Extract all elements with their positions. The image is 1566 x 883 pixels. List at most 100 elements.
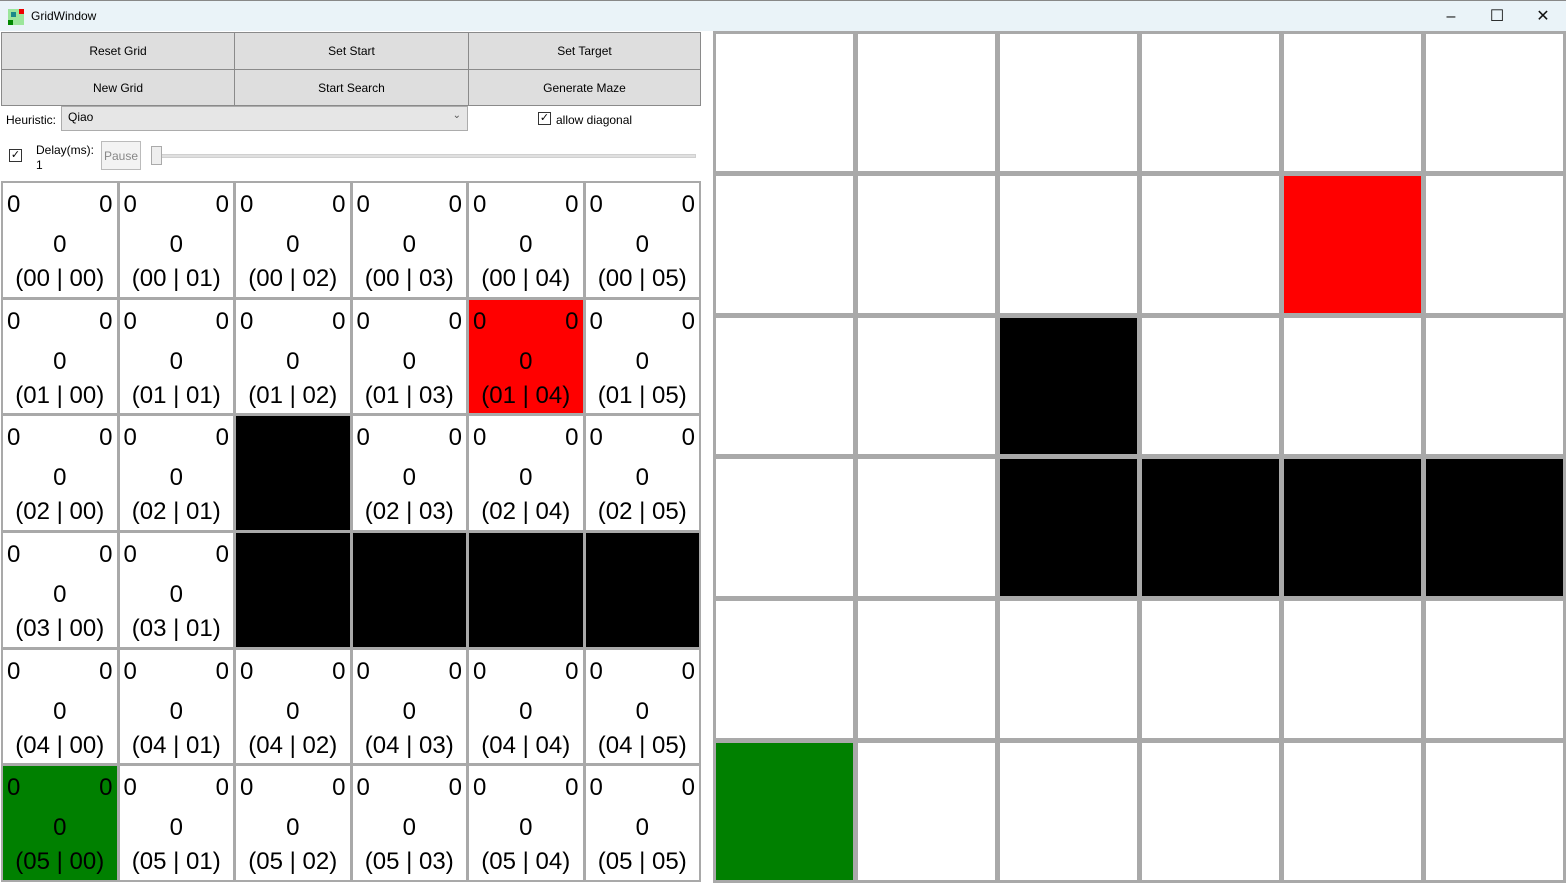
visual-cell-empty[interactable] (1426, 317, 1563, 455)
visual-cell-empty[interactable] (1284, 743, 1421, 880)
visual-cell-empty[interactable] (1426, 34, 1563, 171)
grid-cell-empty[interactable]: 0 0 0 (04 | 04) (469, 649, 583, 764)
visual-cell-empty[interactable] (1142, 34, 1279, 171)
cell-g-value: 0 (123, 191, 137, 218)
maximize-button[interactable]: ☐ (1489, 8, 1505, 25)
visual-cell-wall[interactable] (1142, 459, 1279, 597)
grid-cell-empty[interactable]: 0 0 0 (01 | 02) (236, 299, 350, 414)
reset-grid-button[interactable]: Reset Grid (1, 32, 235, 70)
visual-cell-empty[interactable] (1426, 743, 1563, 880)
grid-cell-empty[interactable]: 0 0 0 (05 | 03) (352, 766, 466, 880)
visual-cell-empty[interactable] (716, 317, 853, 455)
grid-cell-empty[interactable]: 0 0 0 (05 | 04) (469, 766, 583, 880)
delay-checkbox[interactable]: ✓ (9, 149, 22, 162)
visual-cell-empty[interactable] (1142, 317, 1279, 455)
grid-cell-empty[interactable]: 0 0 0 (00 | 00) (3, 183, 117, 297)
visual-cell-empty[interactable] (1284, 601, 1421, 739)
cell-g-value: 0 (356, 424, 370, 452)
visual-cell-empty[interactable] (716, 175, 853, 313)
grid-cell-wall[interactable] (236, 416, 350, 530)
visual-cell-wall[interactable] (1000, 317, 1137, 455)
visual-cell-empty[interactable] (858, 743, 995, 880)
grid-cell-empty[interactable]: 0 0 0 (00 | 02) (236, 183, 350, 297)
grid-cell-empty[interactable]: 0 0 0 (04 | 00) (3, 649, 117, 764)
grid-cell-empty[interactable]: 0 0 0 (03 | 00) (3, 532, 117, 647)
grid-cell-start[interactable]: 0 0 0 (05 | 00) (3, 766, 117, 880)
heuristic-select[interactable]: Qiao ⌄ (61, 106, 468, 131)
cell-coordinates: (03 | 01) (131, 614, 221, 642)
allow-diagonal-checkbox[interactable]: ✓ (538, 112, 551, 125)
visual-cell-empty[interactable] (716, 601, 853, 739)
close-button[interactable]: ✕ (1536, 8, 1550, 25)
visual-cell-target[interactable] (1284, 175, 1421, 313)
generate-maze-button[interactable]: Generate Maze (468, 69, 701, 106)
visual-cell-empty[interactable] (1426, 601, 1563, 739)
grid-cell-empty[interactable]: 0 0 0 (00 | 03) (352, 183, 466, 297)
grid-cell-empty[interactable]: 0 0 0 (03 | 01) (119, 532, 233, 647)
visual-cell-empty[interactable] (858, 601, 995, 739)
grid-cell-empty[interactable]: 0 0 0 (01 | 05) (585, 299, 699, 414)
visual-cell-wall[interactable] (1426, 459, 1563, 597)
grid-cell-target[interactable]: 0 0 0 (01 | 04) (469, 299, 583, 414)
visual-cell-empty[interactable] (858, 317, 995, 455)
visual-cell-empty[interactable] (1000, 601, 1137, 739)
grid-cell-empty[interactable]: 0 0 0 (05 | 05) (585, 766, 699, 880)
visual-cell-empty[interactable] (1142, 743, 1279, 880)
visual-cell-empty[interactable] (858, 175, 995, 313)
grid-cell-wall[interactable] (236, 532, 350, 647)
grid-cell-empty[interactable]: 0 0 0 (02 | 00) (3, 416, 117, 530)
visual-cell-wall[interactable] (1000, 459, 1137, 597)
visual-cell-empty[interactable] (716, 459, 853, 597)
delay-slider[interactable] (152, 154, 696, 158)
visual-cell-empty[interactable] (1426, 175, 1563, 313)
visual-cell-empty[interactable] (1284, 34, 1421, 171)
visual-cell-empty[interactable] (716, 34, 853, 171)
delay-label-text: Delay(ms): (36, 143, 95, 157)
cell-f-value: 0 (169, 464, 183, 492)
grid-cell-empty[interactable]: 0 0 0 (01 | 00) (3, 299, 117, 414)
minimize-button[interactable]: – (1446, 8, 1456, 25)
visual-cell-empty[interactable] (1000, 34, 1137, 171)
visual-cell-empty[interactable] (1284, 317, 1421, 455)
grid-cell-empty[interactable]: 0 0 0 (04 | 03) (352, 649, 466, 764)
new-grid-button[interactable]: New Grid (1, 69, 235, 106)
grid-cell-empty[interactable]: 0 0 0 (05 | 01) (119, 766, 233, 880)
set-target-button[interactable]: Set Target (468, 32, 701, 70)
cell-h-value: 0 (99, 307, 113, 335)
delay-slider-thumb[interactable] (151, 146, 162, 165)
cell-f-value: 0 (402, 231, 416, 258)
grid-cell-empty[interactable]: 0 0 0 (02 | 01) (119, 416, 233, 530)
grid-cell-wall[interactable] (585, 532, 699, 647)
grid-cell-empty[interactable]: 0 0 0 (04 | 01) (119, 649, 233, 764)
grid-cell-empty[interactable]: 0 0 0 (02 | 05) (585, 416, 699, 530)
visual-cell-empty[interactable] (1142, 601, 1279, 739)
grid-cell-empty[interactable]: 0 0 0 (01 | 03) (352, 299, 466, 414)
start-search-button[interactable]: Start Search (234, 69, 469, 106)
grid-cell-empty[interactable]: 0 0 0 (00 | 05) (585, 183, 699, 297)
grid-cell-empty[interactable]: 0 0 0 (02 | 03) (352, 416, 466, 530)
cell-g-value: 0 (123, 657, 137, 685)
grid-cell-empty[interactable]: 0 0 0 (02 | 04) (469, 416, 583, 530)
cell-coordinates: (00 | 03) (364, 265, 454, 292)
visual-cell-empty[interactable] (858, 459, 995, 597)
grid-cell-empty[interactable]: 0 0 0 (01 | 01) (119, 299, 233, 414)
cell-h-value: 0 (99, 424, 113, 452)
grid-cell-empty[interactable]: 0 0 0 (05 | 02) (236, 766, 350, 880)
cell-f-value: 0 (286, 814, 300, 842)
visual-cell-empty[interactable] (858, 34, 995, 171)
visual-cell-empty[interactable] (1000, 743, 1137, 880)
visual-cell-wall[interactable] (1284, 459, 1421, 597)
grid-cell-empty[interactable]: 0 0 0 (00 | 01) (119, 183, 233, 297)
cell-coordinates: (01 | 03) (364, 381, 454, 409)
grid-cell-empty[interactable]: 0 0 0 (04 | 02) (236, 649, 350, 764)
visual-cell-start[interactable] (716, 743, 853, 880)
grid-cell-empty[interactable]: 0 0 0 (00 | 04) (469, 183, 583, 297)
visual-cell-empty[interactable] (1000, 175, 1137, 313)
visual-cell-empty[interactable] (1142, 175, 1279, 313)
grid-cell-wall[interactable] (352, 532, 466, 647)
grid-cell-wall[interactable] (469, 532, 583, 647)
pause-button[interactable]: Pause (101, 141, 141, 170)
grid-cell-empty[interactable]: 0 0 0 (04 | 05) (585, 649, 699, 764)
set-start-button[interactable]: Set Start (234, 32, 469, 70)
cell-g-value: 0 (7, 424, 21, 452)
